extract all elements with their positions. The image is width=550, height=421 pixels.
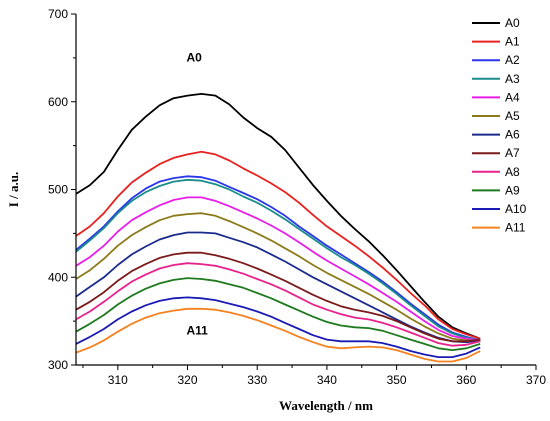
series-line-a4 bbox=[75, 196, 481, 342]
x-tick-label: 370 bbox=[526, 373, 546, 387]
series-line-a5 bbox=[75, 212, 481, 342]
series-line-a3 bbox=[75, 178, 481, 342]
x-tick-label: 320 bbox=[177, 373, 197, 387]
y-tick-label: 700 bbox=[48, 7, 68, 21]
y-tick-label: 400 bbox=[48, 270, 68, 284]
x-tick-label: 340 bbox=[317, 373, 337, 387]
series-line-a1 bbox=[75, 150, 481, 340]
y-tick-label: 300 bbox=[48, 358, 68, 372]
legend-label: A3 bbox=[505, 72, 520, 86]
y-axis-title: I / a.u. bbox=[6, 172, 21, 207]
axes: 300 400 500 600 700 310 320 330 340 350 360 370 bbox=[48, 7, 546, 387]
annotations: A0 A11 bbox=[186, 50, 208, 337]
legend-label: A9 bbox=[505, 183, 520, 197]
legend-label: A4 bbox=[505, 90, 520, 104]
x-tick-label: 350 bbox=[387, 373, 407, 387]
annotation-a0: A0 bbox=[186, 50, 202, 64]
legend-label: A11 bbox=[505, 221, 526, 235]
series-line-a0 bbox=[75, 93, 481, 340]
x-tick-label: 310 bbox=[108, 373, 128, 387]
annotation-a11: A11 bbox=[186, 323, 208, 337]
legend-label: A10 bbox=[505, 202, 527, 216]
legend-label: A7 bbox=[505, 146, 520, 160]
legend-label: A1 bbox=[505, 35, 520, 49]
y-tick-label: 500 bbox=[48, 183, 68, 197]
series-line-a2 bbox=[75, 175, 481, 342]
series-line-a11 bbox=[75, 307, 481, 363]
plot-area bbox=[75, 93, 481, 363]
legend-label: A2 bbox=[505, 53, 520, 67]
legend-label: A5 bbox=[505, 109, 520, 123]
legend: A0 A1 A2 A3 A4 A5 A6 A7 A8 A9 A10 A11 bbox=[472, 16, 527, 235]
series-line-a10 bbox=[75, 296, 481, 358]
x-axis-title: Wavelength / nm bbox=[279, 398, 373, 413]
legend-label: A0 bbox=[505, 16, 520, 30]
legend-label: A6 bbox=[505, 128, 520, 142]
y-tick-label: 600 bbox=[48, 95, 68, 109]
series-line-a7 bbox=[75, 251, 481, 343]
x-tick-label: 360 bbox=[456, 373, 476, 387]
series-line-a8 bbox=[75, 262, 481, 347]
legend-label: A8 bbox=[505, 165, 520, 179]
series-line-a9 bbox=[75, 277, 481, 351]
x-tick-label: 330 bbox=[247, 373, 267, 387]
